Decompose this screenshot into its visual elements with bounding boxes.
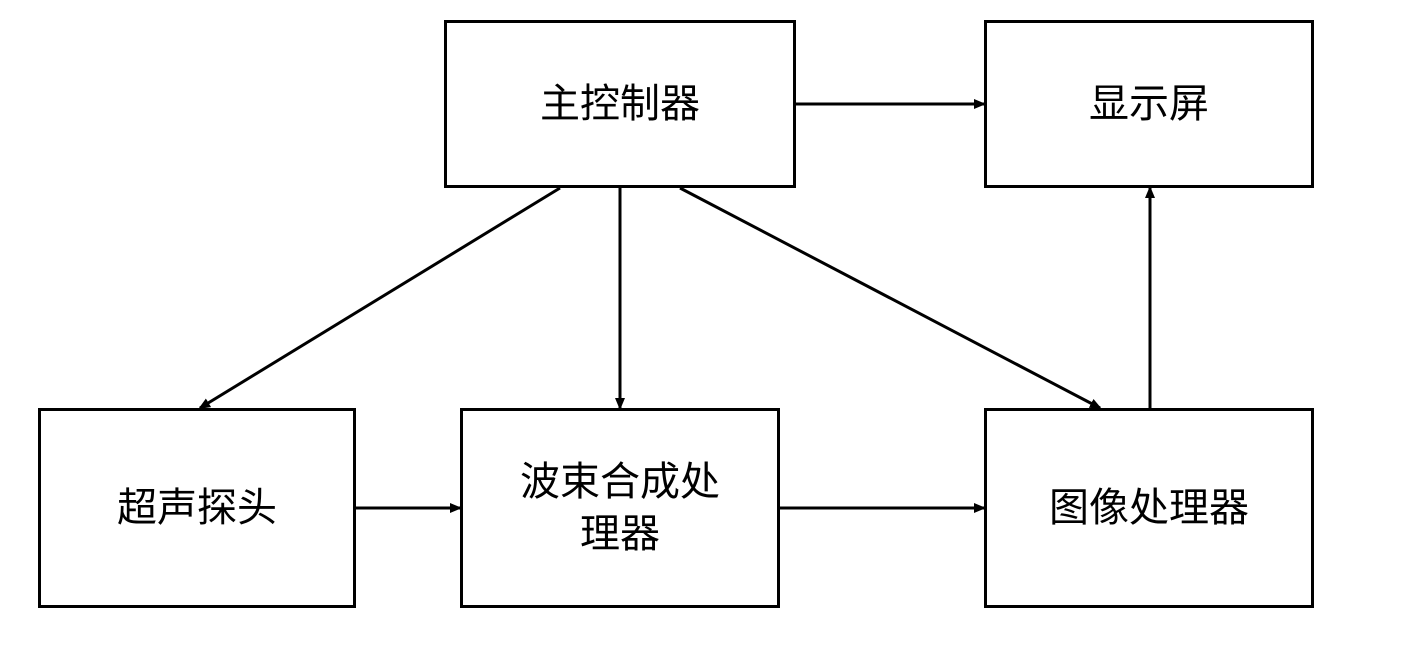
edge-controller-to-image_proc bbox=[680, 188, 1100, 408]
node-label-beamformer: 波束合成处 理器 bbox=[520, 456, 720, 560]
node-image_proc: 图像处理器 bbox=[984, 408, 1314, 608]
edge-controller-to-probe bbox=[200, 188, 560, 408]
node-beamformer: 波束合成处 理器 bbox=[460, 408, 780, 608]
node-controller: 主控制器 bbox=[444, 20, 796, 188]
node-probe: 超声探头 bbox=[38, 408, 356, 608]
node-label-display: 显示屏 bbox=[1089, 78, 1209, 130]
node-label-probe: 超声探头 bbox=[117, 482, 277, 534]
node-label-controller: 主控制器 bbox=[540, 78, 700, 130]
node-display: 显示屏 bbox=[984, 20, 1314, 188]
node-label-image_proc: 图像处理器 bbox=[1049, 482, 1249, 534]
